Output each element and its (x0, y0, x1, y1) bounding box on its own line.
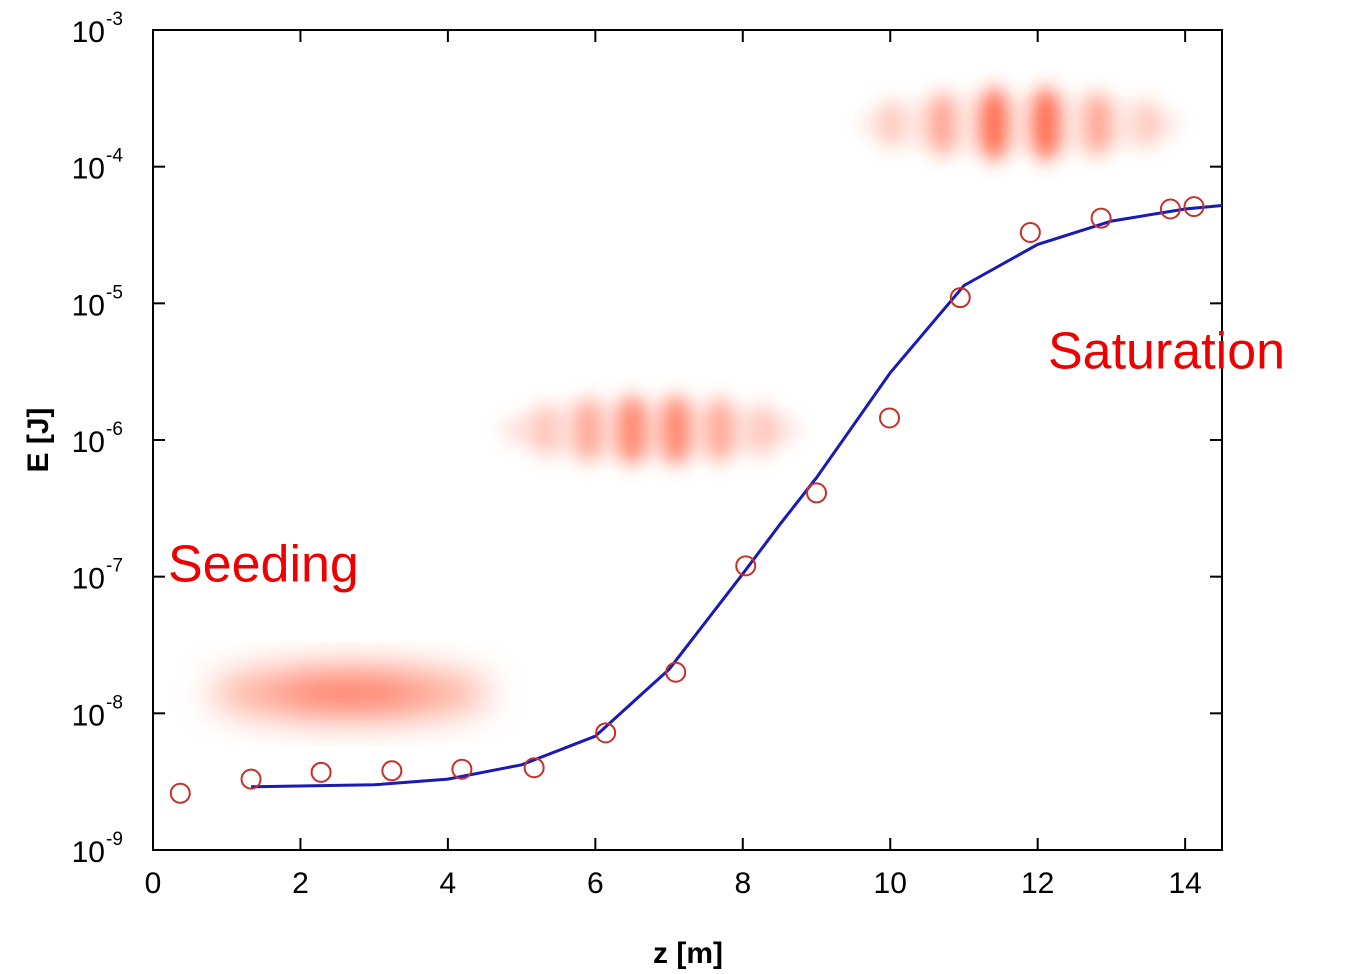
y-tick-exponent: -3 (106, 9, 123, 30)
data-point (595, 722, 617, 744)
x-tick-label: 6 (587, 867, 604, 900)
y-tick-label: 10 (72, 153, 105, 186)
data-point (735, 555, 757, 577)
y-tick-exponent: -6 (106, 419, 123, 440)
data-point (879, 407, 901, 429)
pulse-saturation (860, 86, 1180, 162)
y-tick-exponent: -4 (106, 146, 123, 167)
annotation: Saturation (1048, 323, 1285, 381)
y-tick-exponent: -7 (106, 556, 123, 577)
data-point (523, 757, 545, 779)
data-point (806, 482, 828, 504)
y-tick-label: 10 (72, 563, 105, 596)
data-point (169, 782, 191, 804)
y-tick-exponent: -8 (106, 692, 123, 713)
data-point (1090, 207, 1112, 229)
y-tick-exponent: -5 (106, 282, 123, 303)
data-point (1183, 196, 1205, 218)
data-point (949, 287, 971, 309)
data-point (381, 760, 403, 782)
data-point (310, 761, 332, 783)
x-tick-label: 0 (145, 867, 162, 900)
fit-curve (251, 204, 1223, 789)
x-axis-label: z [m] (653, 937, 723, 970)
pulse-seed (210, 667, 490, 719)
y-tick-label: 10 (72, 289, 105, 322)
data-point (665, 661, 687, 683)
x-tick-label: 8 (734, 867, 751, 900)
data-point (1019, 221, 1041, 243)
y-tick-label: 10 (72, 16, 105, 49)
data-point (240, 768, 262, 790)
y-axis-label: E [J] (22, 407, 55, 472)
data-point (1159, 198, 1181, 220)
y-tick-label: 10 (72, 426, 105, 459)
x-tick-label: 12 (1021, 867, 1054, 900)
pulse-mid (500, 394, 800, 466)
x-tick-label: 2 (292, 867, 309, 900)
data-point (451, 758, 473, 780)
x-tick-label: 14 (1168, 867, 1201, 900)
x-tick-label: 10 (874, 867, 907, 900)
y-tick-label: 10 (72, 699, 105, 732)
y-tick-label: 10 (72, 836, 105, 869)
y-tick-exponent: -9 (106, 829, 123, 850)
x-tick-label: 4 (440, 867, 457, 900)
annotation: Seeding (168, 536, 359, 594)
